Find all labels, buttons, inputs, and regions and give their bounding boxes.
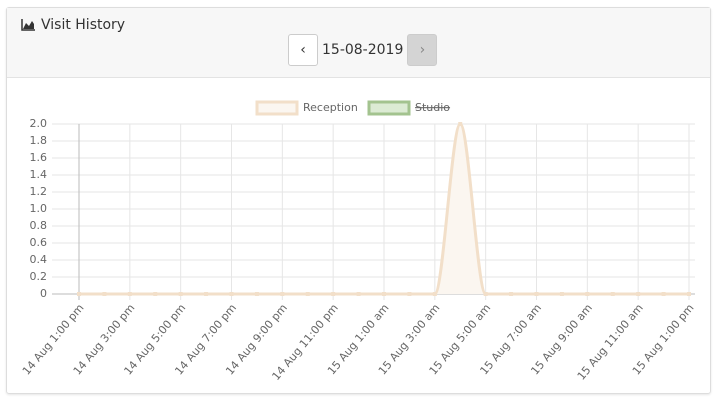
point — [153, 292, 158, 296]
y-tick-label: 1.6 — [30, 151, 48, 164]
next-button: › — [407, 34, 438, 66]
point — [661, 292, 666, 296]
point — [509, 292, 514, 296]
point — [77, 292, 81, 296]
point — [382, 292, 386, 296]
y-tick-label: 0 — [40, 287, 47, 300]
y-tick-label: 0.4 — [30, 253, 48, 266]
point — [687, 292, 691, 296]
point — [610, 292, 615, 296]
date: 15-08-2019 — [322, 42, 404, 58]
legend-swatch — [255, 100, 299, 116]
card-header: Visit History ‹ 15-08-2019 › — [7, 8, 710, 78]
point — [483, 292, 488, 296]
y-tick-label: 1.4 — [30, 168, 48, 181]
point — [204, 292, 209, 296]
y-tick-label: 0.6 — [30, 236, 48, 249]
y-tick-label: 1.0 — [30, 202, 48, 215]
title: Visit History — [21, 17, 125, 33]
point — [636, 292, 641, 296]
point — [280, 292, 285, 296]
point — [432, 292, 437, 296]
legend-label: Reception — [303, 101, 358, 114]
point — [559, 292, 564, 296]
line — [78, 122, 689, 296]
prev-button[interactable]: ‹ — [288, 34, 318, 66]
y-tick-label: 1.2 — [30, 185, 48, 198]
point — [127, 292, 132, 296]
y-tick-label: 1.8 — [30, 134, 48, 147]
pager: ‹ 15-08-2019 › — [288, 34, 438, 66]
y-tick-label: 0.2 — [30, 270, 48, 283]
point — [254, 292, 259, 296]
point — [407, 292, 412, 296]
point — [229, 292, 234, 296]
point — [305, 292, 310, 296]
point — [534, 292, 539, 296]
point — [102, 292, 107, 296]
legend-swatch — [367, 100, 411, 116]
point — [458, 122, 463, 126]
point — [585, 292, 590, 296]
card: Visit History ‹ 15-08-2019 › — [6, 7, 711, 394]
chart-icon — [21, 19, 35, 31]
y-tick-label: 2.0 — [30, 117, 48, 130]
point — [356, 292, 361, 296]
y-tick-label: 0.8 — [30, 219, 48, 232]
point — [178, 292, 183, 296]
point — [331, 292, 336, 296]
title-text: Visit History — [41, 17, 126, 33]
legend-label: Studio — [415, 101, 450, 114]
